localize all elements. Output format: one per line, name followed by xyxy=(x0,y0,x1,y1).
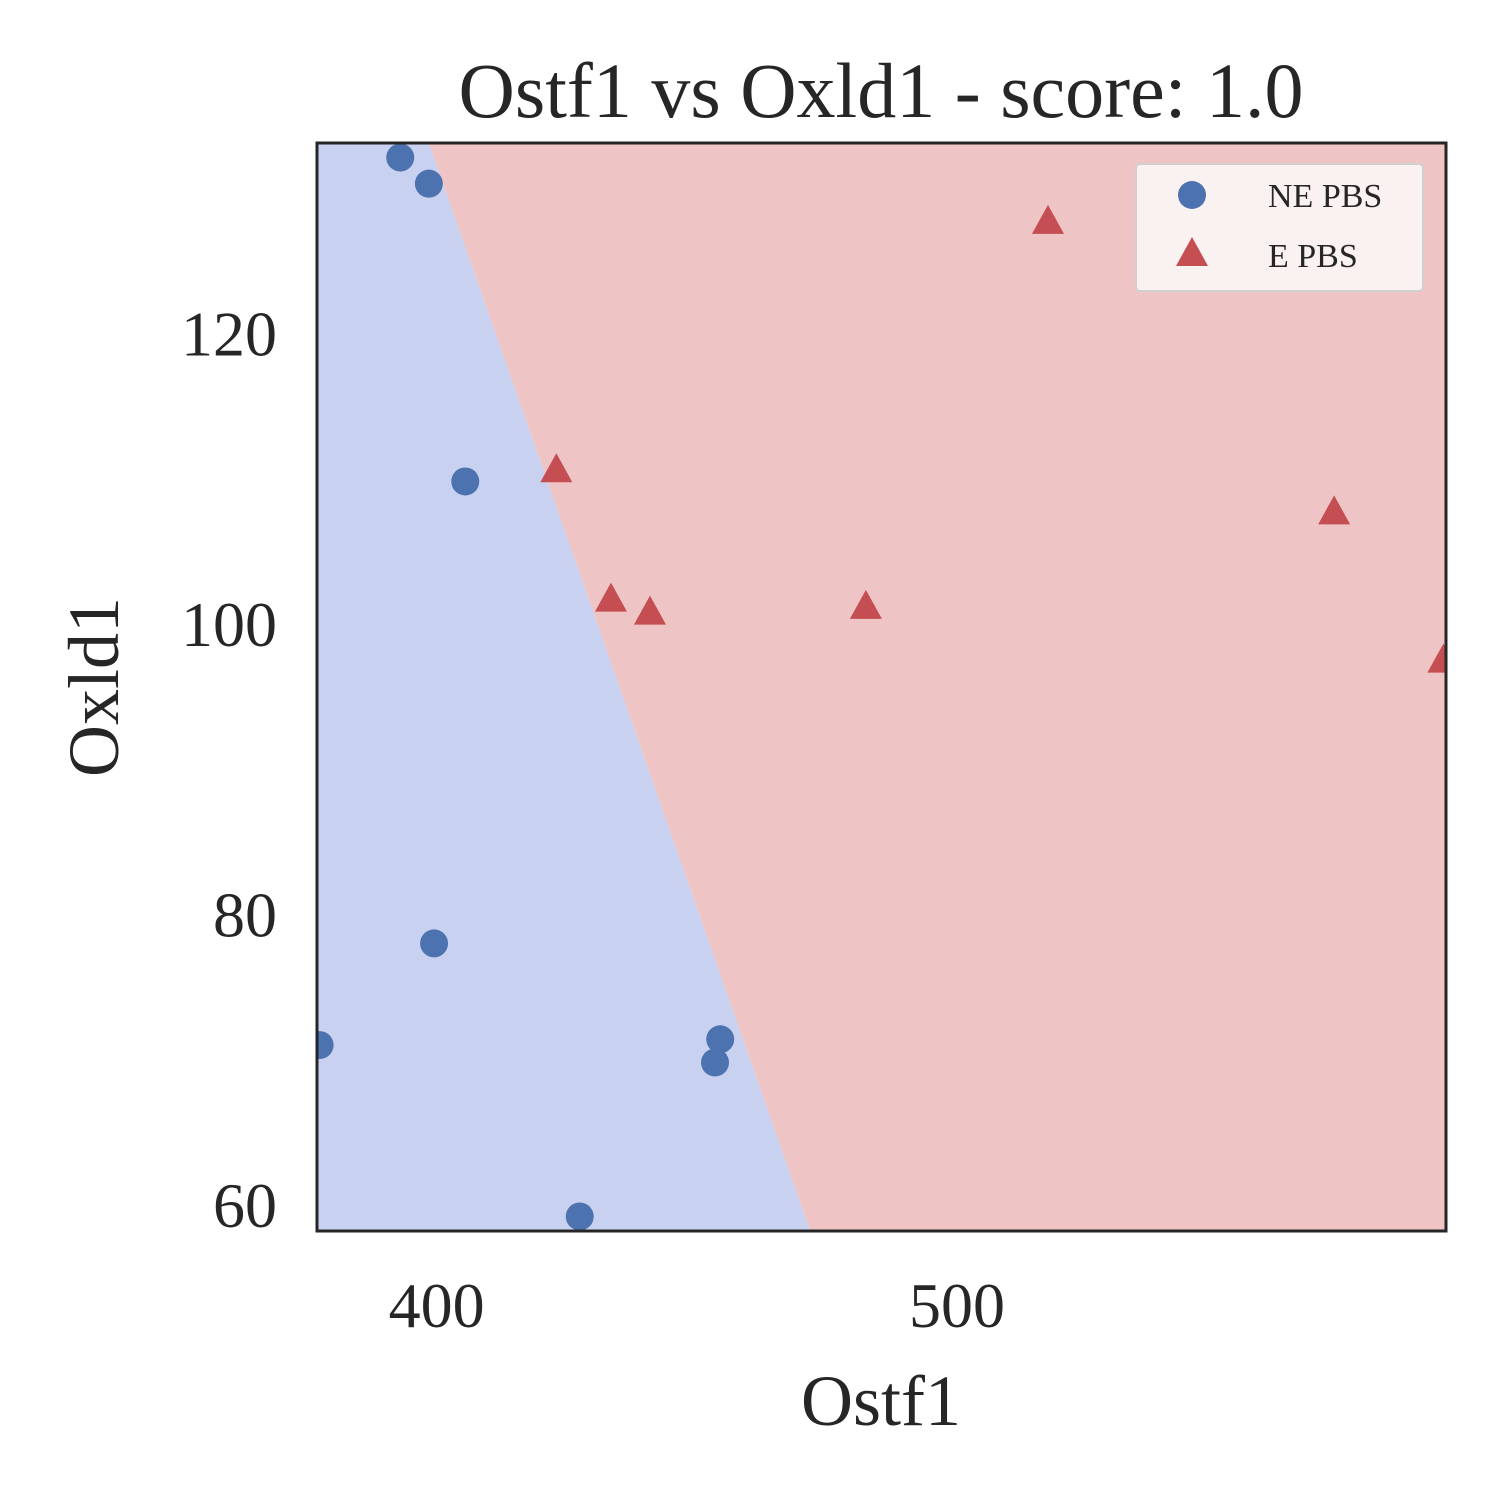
data-points xyxy=(317,143,1446,1231)
point-e-pbs xyxy=(594,582,627,612)
legend-marker-ne-pbs xyxy=(1178,181,1206,209)
legend-marker-e-pbs xyxy=(1176,237,1208,266)
point-ne-pbs xyxy=(414,169,443,198)
x-tick-label: 400 xyxy=(389,1270,485,1341)
legend-box xyxy=(1135,163,1424,292)
point-ne-pbs xyxy=(706,1025,735,1054)
point-ne-pbs xyxy=(565,1202,594,1231)
region-e-pbs xyxy=(428,143,1446,1231)
plot-frame xyxy=(315,141,1448,1233)
y-tick-label: 60 xyxy=(213,1170,277,1241)
x-axis-ticks: 400 500 xyxy=(389,1270,1005,1341)
legend-label-ne-pbs: NE PBS xyxy=(1268,178,1382,215)
y-tick-label: 100 xyxy=(181,589,277,660)
point-ne-pbs xyxy=(386,143,415,172)
legend-label-e-pbs: E PBS xyxy=(1268,238,1358,275)
y-axis-label: Oxld1 xyxy=(54,597,134,777)
x-axis-label: Ostf1 xyxy=(801,1361,961,1441)
y-tick-label: 120 xyxy=(181,298,277,369)
point-e-pbs xyxy=(1427,643,1446,673)
point-ne-pbs xyxy=(451,467,480,496)
point-e-pbs xyxy=(1318,495,1351,525)
point-e-pbs xyxy=(849,589,882,619)
x-tick-label: 500 xyxy=(909,1270,1005,1341)
legend: NE PBS E PBS xyxy=(1135,163,1424,292)
decision-regions xyxy=(317,143,1446,1231)
point-e-pbs xyxy=(1031,204,1064,234)
point-ne-pbs xyxy=(420,929,449,958)
point-ne-pbs xyxy=(317,1031,334,1060)
y-tick-label: 80 xyxy=(213,879,277,950)
region-ne-pbs xyxy=(317,143,811,1231)
point-e-pbs xyxy=(540,453,573,483)
point-ne-pbs xyxy=(701,1048,730,1077)
y-axis-ticks: 60 80 100 120 xyxy=(181,298,277,1241)
chart-title: Ostf1 vs Oxld1 - score: 1.0 xyxy=(459,47,1304,134)
point-e-pbs xyxy=(633,595,666,625)
